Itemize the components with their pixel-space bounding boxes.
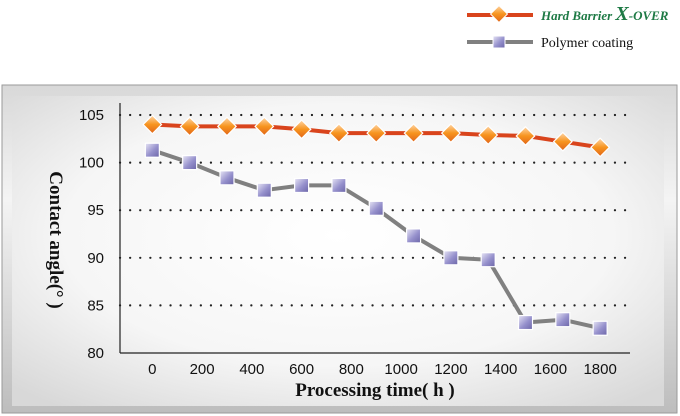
chart-panel [12, 96, 664, 406]
x-tick-label: 1400 [484, 361, 517, 378]
x-tick-label: 1000 [384, 361, 417, 378]
data-point-polymer-coating [368, 200, 384, 216]
y-tick-label: 80 [87, 345, 104, 362]
plot-area: 80 85 90 95 100 105 0 200 400 600 800 1000 1200 1400 1… [79, 103, 632, 378]
legend-label-hard-barrier-main: Hard Barrier [540, 8, 615, 23]
data-point-hard-barrier [254, 116, 275, 137]
data-point-polymer-coating [182, 155, 198, 171]
x-tick-label: 1800 [583, 361, 616, 378]
legend-label-hard-barrier-accent: X [614, 3, 629, 25]
data-point-hard-barrier [590, 137, 611, 158]
legend: Hard Barrier X-OVER Polymer coating [467, 3, 669, 51]
legend-label-polymer-coating: Polymer coating [541, 36, 633, 51]
y-axis-title: Contact angle(° ) [45, 171, 66, 308]
data-point-hard-barrier [478, 124, 499, 146]
data-point-hard-barrier [366, 123, 387, 144]
x-tick-label: 600 [289, 361, 314, 378]
data-point-polymer-coating [219, 170, 235, 186]
data-point-polymer-coating [331, 177, 347, 194]
data-point-hard-barrier [179, 116, 200, 137]
data-point-hard-barrier [216, 116, 238, 137]
svg-text:Hard Barrier X-OVER: Hard Barrier X-OVER [540, 3, 669, 25]
x-tick-label: 200 [190, 361, 215, 378]
x-axis-title: Processing time( h ) [295, 380, 455, 401]
y-tick-label: 90 [87, 250, 104, 267]
data-point-hard-barrier [552, 131, 573, 152]
y-tick-label: 100 [79, 155, 104, 172]
data-point-hard-barrier [440, 123, 461, 144]
data-point-hard-barrier [328, 123, 349, 144]
y-tick-label: 85 [87, 297, 104, 314]
y-tick-label: 95 [87, 202, 104, 219]
data-point-polymer-coating [256, 182, 272, 198]
x-tick-label: 400 [239, 361, 264, 378]
data-point-polymer-coating [144, 142, 160, 158]
data-point-polymer-coating [592, 320, 608, 336]
data-point-polymer-coating [443, 250, 459, 266]
legend-item-hard-barrier: Hard Barrier X-OVER [467, 3, 669, 25]
data-point-polymer-coating [555, 312, 571, 328]
data-point-hard-barrier [142, 114, 163, 135]
data-point-polymer-coating [405, 228, 422, 244]
x-tick-label: 800 [339, 361, 364, 378]
x-tick-label: 1200 [434, 361, 467, 378]
x-tick-label: 1600 [534, 361, 567, 378]
data-point-polymer-coating [517, 314, 534, 331]
x-tick-label: 0 [148, 361, 156, 378]
data-point-polymer-coating [480, 252, 496, 268]
data-point-hard-barrier [515, 125, 536, 146]
y-tick-label: 105 [79, 107, 104, 124]
data-point-hard-barrier [291, 119, 312, 140]
data-point-hard-barrier [403, 123, 424, 144]
legend-item-polymer-coating: Polymer coating [467, 35, 633, 51]
data-point-polymer-coating [294, 177, 310, 194]
legend-label-hard-barrier-tail: -OVER [629, 8, 669, 23]
